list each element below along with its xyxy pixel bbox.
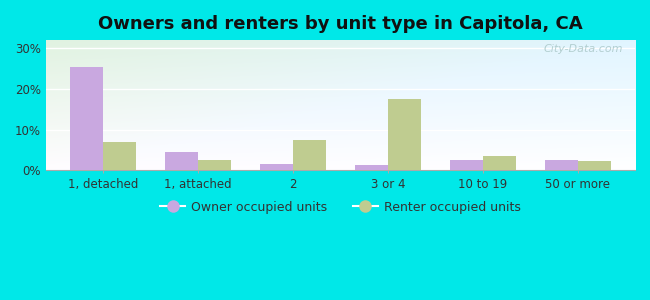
Bar <box>103 142 136 170</box>
Title: Owners and renters by unit type in Capitola, CA: Owners and renters by unit type in Capit… <box>98 15 583 33</box>
Bar <box>355 165 388 170</box>
Bar <box>388 99 421 170</box>
Bar <box>70 67 103 170</box>
Bar <box>198 160 231 170</box>
Bar <box>259 164 293 170</box>
Text: City-Data.com: City-Data.com <box>543 44 623 54</box>
Bar <box>483 156 516 170</box>
Bar <box>545 160 578 170</box>
Legend: Owner occupied units, Renter occupied units: Owner occupied units, Renter occupied un… <box>155 196 526 219</box>
Bar <box>450 160 483 170</box>
Bar <box>164 152 198 170</box>
Bar <box>578 161 611 170</box>
Bar <box>293 140 326 170</box>
